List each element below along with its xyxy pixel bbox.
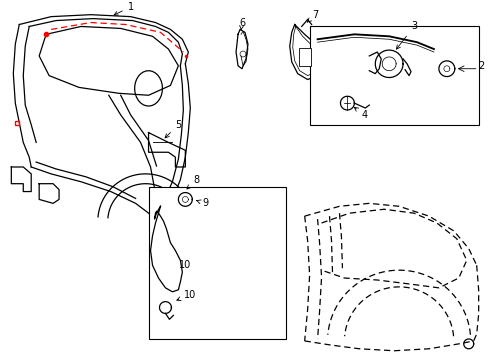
Bar [148, 186, 285, 339]
Bar [309, 27, 478, 125]
Text: 8: 8 [186, 175, 199, 189]
Bar [298, 48, 310, 66]
Text: 9: 9 [196, 198, 208, 208]
Text: 5: 5 [165, 120, 181, 138]
Text: 3: 3 [396, 22, 416, 49]
Text: 6: 6 [239, 18, 244, 30]
Text: 2: 2 [477, 61, 484, 71]
Text: 1: 1 [114, 2, 133, 15]
Text: 10: 10 [179, 260, 191, 270]
Text: 7: 7 [306, 10, 318, 22]
Text: 4: 4 [354, 107, 366, 120]
Text: 10: 10 [177, 290, 196, 301]
